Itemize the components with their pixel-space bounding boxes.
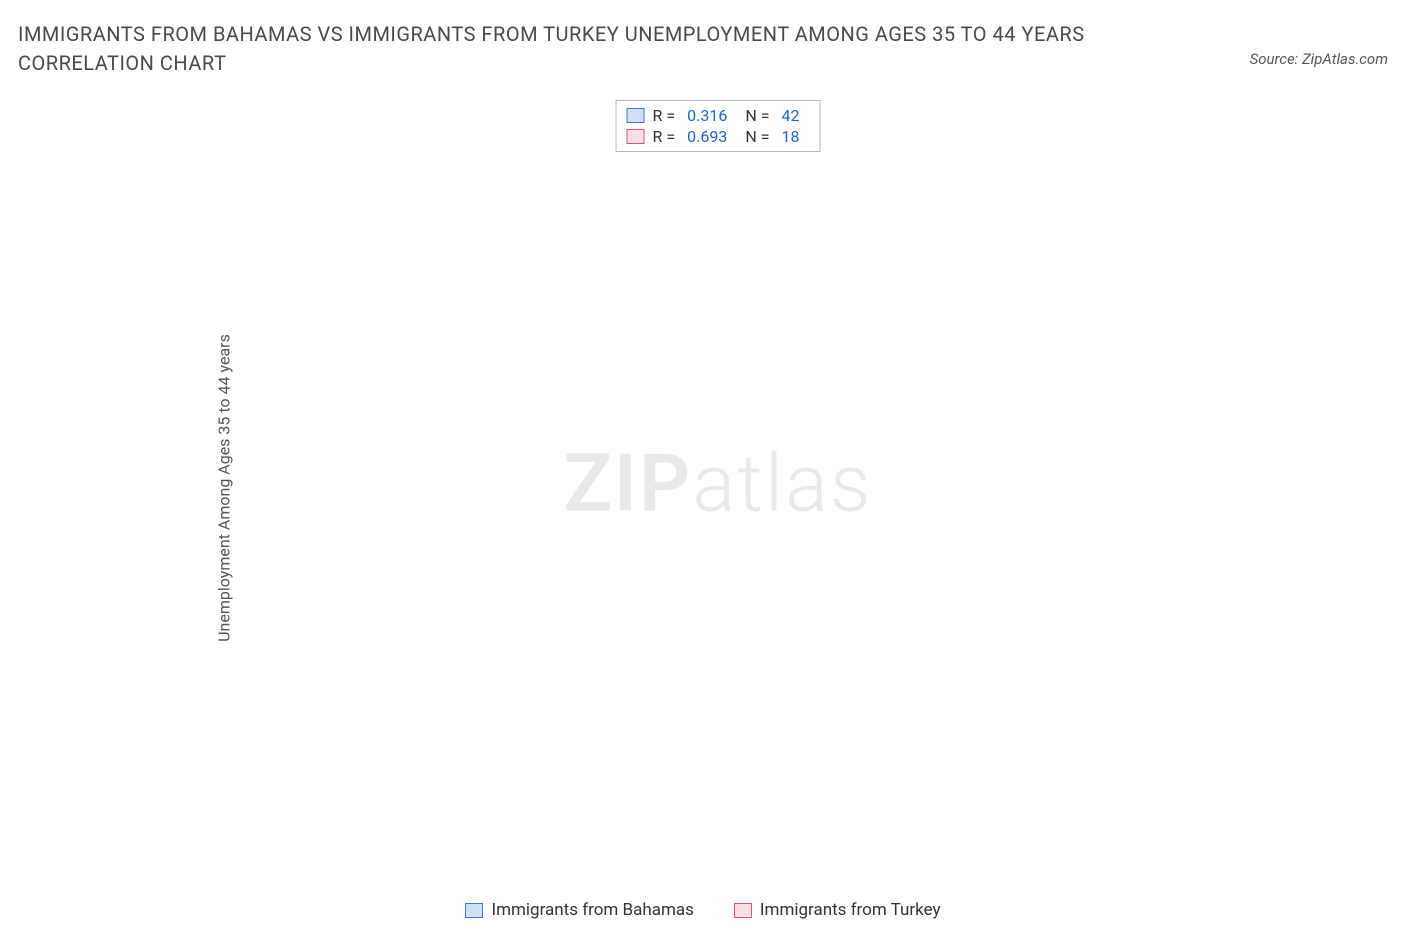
r-value-bahamas: 0.316: [687, 106, 727, 125]
legend-item-turkey: Immigrants from Turkey: [734, 900, 941, 920]
swatch-turkey-bottom: [734, 903, 752, 918]
r-value-turkey: 0.693: [687, 127, 727, 146]
swatch-bahamas-bottom: [465, 903, 483, 918]
legend-correlation: R = 0.316 N = 42 R = 0.693 N = 18: [616, 100, 821, 152]
legend-row-turkey: R = 0.693 N = 18: [627, 126, 810, 147]
legend-series: Immigrants from Bahamas Immigrants from …: [0, 900, 1406, 920]
source-label: Source: ZipAtlas.com: [1250, 50, 1388, 68]
plot-svg: [55, 100, 1381, 875]
n-label: N =: [745, 127, 769, 146]
legend-label-bahamas: Immigrants from Bahamas: [491, 900, 693, 920]
n-value-turkey: 18: [781, 127, 799, 146]
chart-container: IMMIGRANTS FROM BAHAMAS VS IMMIGRANTS FR…: [0, 0, 1406, 930]
chart-title: IMMIGRANTS FROM BAHAMAS VS IMMIGRANTS FR…: [18, 20, 1138, 78]
x-axis-tick-labels: [55, 878, 1381, 900]
swatch-bahamas: [627, 108, 645, 123]
title-row: IMMIGRANTS FROM BAHAMAS VS IMMIGRANTS FR…: [18, 20, 1388, 78]
n-label: N =: [745, 106, 769, 125]
legend-row-bahamas: R = 0.316 N = 42: [627, 105, 810, 126]
r-label: R =: [653, 127, 676, 146]
n-value-bahamas: 42: [781, 106, 799, 125]
swatch-turkey: [627, 129, 645, 144]
plot-area: Unemployment Among Ages 35 to 44 years Z…: [55, 100, 1381, 875]
legend-item-bahamas: Immigrants from Bahamas: [465, 900, 693, 920]
legend-label-turkey: Immigrants from Turkey: [760, 900, 941, 920]
r-label: R =: [653, 106, 676, 125]
